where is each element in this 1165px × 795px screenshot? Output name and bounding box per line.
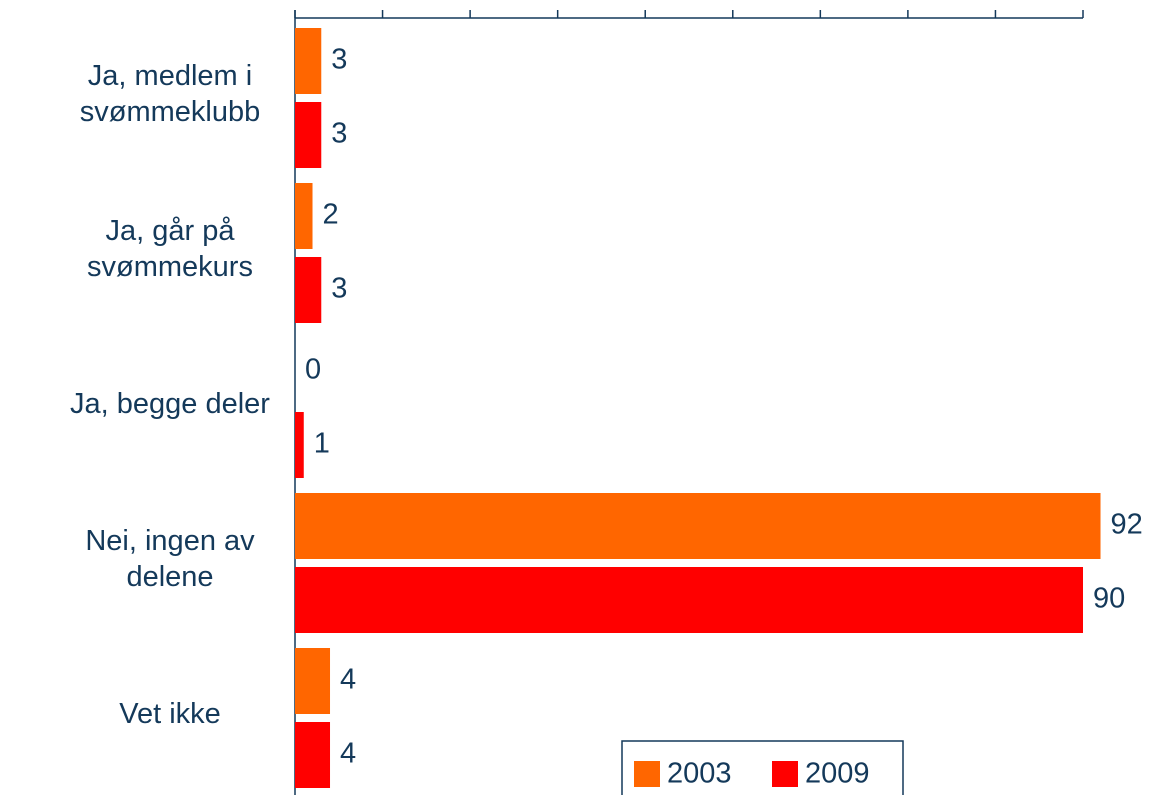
data-label: 2: [323, 199, 339, 231]
data-label: 3: [331, 273, 347, 305]
legend: 2003 2009: [621, 740, 904, 795]
legend-label: 2003: [667, 758, 732, 790]
label-line: Ja, medlem i: [88, 60, 252, 92]
bar: [295, 257, 322, 323]
data-label: 1: [314, 428, 330, 460]
data-label: 3: [331, 44, 347, 76]
data-label: 4: [340, 738, 356, 770]
data-label: 4: [340, 664, 356, 696]
bar: [295, 567, 1083, 633]
y-tick-label: Ja, begge deler: [70, 388, 270, 420]
bar: [295, 183, 313, 249]
bar: [295, 648, 331, 714]
label-line: Vet ikke: [119, 698, 221, 730]
data-label: 90: [1093, 583, 1125, 615]
data-label: 92: [1111, 509, 1143, 541]
label-line: delene: [126, 561, 213, 593]
bar: [295, 102, 322, 168]
label-line: svømmekurs: [87, 251, 253, 283]
legend-box: [621, 740, 904, 795]
label-line: Ja, går på: [106, 215, 236, 247]
legend-swatch: [634, 761, 660, 787]
label-line: svømmeklubb: [80, 96, 261, 128]
bar: [295, 412, 304, 478]
label-line: Ja, begge deler: [70, 388, 270, 420]
data-label: 0: [305, 354, 321, 386]
bar: [295, 493, 1101, 559]
data-label: 3: [331, 118, 347, 150]
y-tick-label: Vet ikke: [119, 698, 221, 730]
label-line: Nei, ingen av: [85, 525, 255, 557]
y-tick-label: Nei, ingen av delene: [85, 525, 255, 593]
y-tick-label: Ja, går på svømmekurs: [87, 215, 253, 283]
y-tick-label: Ja, medlem i svømmeklubb: [80, 60, 261, 128]
legend-label: 2009: [805, 758, 870, 790]
bar: [295, 722, 331, 788]
bar: [295, 28, 322, 94]
legend-swatch: [772, 761, 798, 787]
